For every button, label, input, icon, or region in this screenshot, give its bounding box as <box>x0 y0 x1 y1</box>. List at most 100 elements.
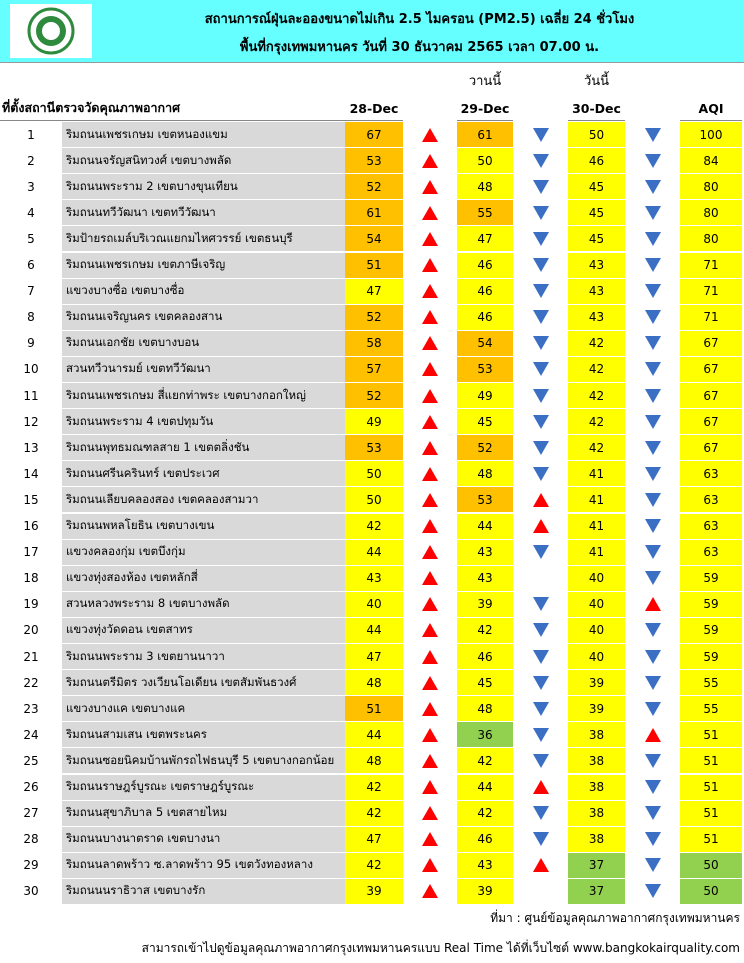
arrow-up <box>422 284 438 299</box>
arrow-down <box>644 806 661 821</box>
arrow-down <box>532 310 549 325</box>
arrow-down <box>532 231 549 246</box>
value-cell: 42 <box>568 435 625 462</box>
station-name: ริมถนนซอยนิคมบ้านพักรถไฟธนบุรี 5 เขตบางก… <box>62 748 345 775</box>
value-cell: 41 <box>568 487 625 514</box>
arrow-down <box>644 231 661 246</box>
arrow-up <box>422 571 438 586</box>
arrow-down <box>532 597 549 612</box>
trend-cell <box>625 722 680 749</box>
trend-cell <box>513 722 568 749</box>
trend-cell <box>513 748 568 775</box>
station-name: ริมถนนพระราม 4 เขตปทุมวัน <box>62 409 345 436</box>
trend-cell <box>513 226 568 253</box>
arrow-up <box>422 753 438 768</box>
arrow-down <box>644 153 661 168</box>
trend-cell <box>625 852 680 879</box>
arrow-down <box>532 545 549 560</box>
trend-cell <box>403 617 457 644</box>
row-number: 10 <box>0 356 62 383</box>
trend-cell <box>625 383 680 410</box>
logo-icon <box>27 7 75 55</box>
trend-cell <box>625 252 680 279</box>
arrow-up <box>422 519 438 534</box>
row-number: 28 <box>0 826 62 853</box>
divider <box>0 62 744 63</box>
station-name: แขวงบางแค เขตบางแค <box>62 696 345 723</box>
trend-cell <box>513 252 568 279</box>
trend-cell <box>625 644 680 671</box>
trend-cell <box>513 670 568 697</box>
value-cell: 61 <box>457 122 513 149</box>
trend-cell <box>403 774 457 801</box>
trend-cell <box>513 513 568 540</box>
row-number: 23 <box>0 696 62 723</box>
arrow-down <box>532 205 549 220</box>
row-number: 15 <box>0 487 62 514</box>
trend-cell <box>403 122 457 149</box>
trend-cell <box>403 383 457 410</box>
value-cell: 42 <box>568 330 625 357</box>
trend-cell <box>513 383 568 410</box>
trend-cell <box>513 409 568 436</box>
trend-cell <box>403 878 457 905</box>
value-cell: 48 <box>457 696 513 723</box>
station-name: ริมถนนตรีมิตร วงเวียนโอเดียน เขตสัมพันธว… <box>62 670 345 697</box>
arrow-up <box>422 806 438 821</box>
arrow-down <box>532 362 549 377</box>
trend-cell <box>513 644 568 671</box>
trend-cell <box>403 226 457 253</box>
trend-cell <box>403 435 457 462</box>
value-cell: 61 <box>345 200 403 227</box>
row-number: 24 <box>0 722 62 749</box>
arrow-up <box>644 597 661 612</box>
arrow-down <box>644 466 661 481</box>
value-cell: 40 <box>345 591 403 618</box>
row-number: 8 <box>0 304 62 331</box>
arrow-down <box>532 127 549 142</box>
station-name: สวนหลวงพระราม 8 เขตบางพลัด <box>62 591 345 618</box>
value-cell: 42 <box>568 356 625 383</box>
arrow-down <box>532 649 549 664</box>
arrow-down <box>532 701 549 716</box>
value-cell: 41 <box>568 539 625 566</box>
arrow-down <box>644 701 661 716</box>
trend-cell <box>625 278 680 305</box>
arrow-down <box>644 284 661 299</box>
value-cell: 51 <box>345 696 403 723</box>
value-cell: 42 <box>345 852 403 879</box>
station-name: ริมถนนพระราม 3 เขตยานนาวา <box>62 644 345 671</box>
arrow-up <box>422 362 438 377</box>
station-name: ริมถนนจรัญสนิทวงศ์ เขตบางพลัด <box>62 148 345 175</box>
value-cell: 54 <box>345 226 403 253</box>
trend-cell <box>403 644 457 671</box>
value-cell: 43 <box>457 539 513 566</box>
arrow-down <box>532 414 549 429</box>
value-cell: 57 <box>345 356 403 383</box>
trend-cell <box>513 487 568 514</box>
row-number: 9 <box>0 330 62 357</box>
aqi-cell: 50 <box>680 878 742 905</box>
trend-cell <box>625 670 680 697</box>
arrow-up <box>422 388 438 403</box>
aqi-cell: 51 <box>680 826 742 853</box>
value-cell: 55 <box>457 200 513 227</box>
station-name: ริมถนนสุขาภิบาล 5 เขตสายไหม <box>62 800 345 827</box>
trend-cell <box>403 748 457 775</box>
value-cell: 40 <box>568 591 625 618</box>
value-cell: 50 <box>345 487 403 514</box>
row-number: 11 <box>0 383 62 410</box>
trend-cell <box>625 409 680 436</box>
aqi-cell: 59 <box>680 617 742 644</box>
value-cell: 53 <box>345 148 403 175</box>
trend-cell <box>403 200 457 227</box>
arrow-up <box>532 858 549 873</box>
value-cell: 45 <box>457 670 513 697</box>
trend-cell <box>625 461 680 488</box>
row-number: 17 <box>0 539 62 566</box>
value-cell: 39 <box>457 591 513 618</box>
value-cell: 39 <box>457 878 513 905</box>
website: สามารถเข้าไปดูข้อมูลคุณภาพอากาศกรุงเทพมห… <box>141 941 740 955</box>
trend-cell <box>403 513 457 540</box>
value-cell: 41 <box>568 513 625 540</box>
